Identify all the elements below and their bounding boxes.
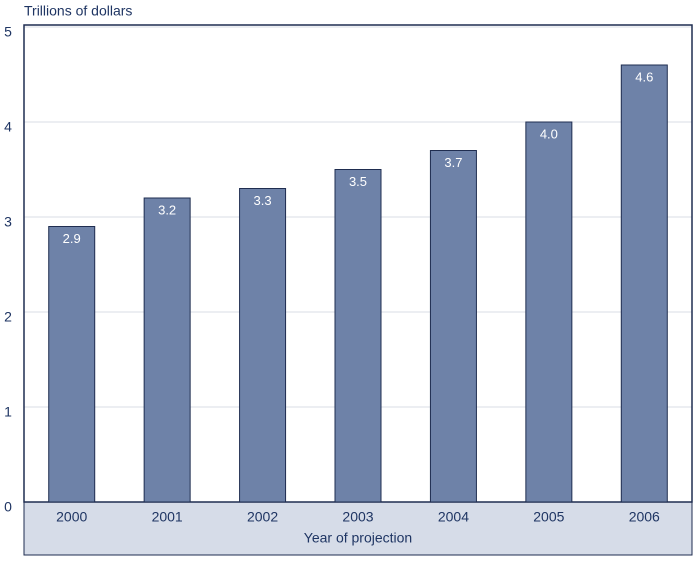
x-axis-label: Year of projection	[304, 530, 412, 546]
value-label: 4.6	[635, 69, 653, 84]
value-label: 4.0	[540, 126, 558, 141]
x-tick-label: 2006	[629, 509, 660, 525]
x-tick-label: 2003	[342, 509, 373, 525]
y-tick-label: 4	[4, 119, 12, 135]
bar	[239, 188, 287, 503]
bar	[525, 121, 573, 503]
bar	[429, 150, 477, 503]
bar	[620, 64, 668, 503]
x-tick-label: 2005	[533, 509, 564, 525]
value-label: 2.9	[63, 231, 81, 246]
x-tick-label: 2002	[247, 509, 278, 525]
value-label: 3.3	[254, 193, 272, 208]
value-label: 3.7	[444, 155, 462, 170]
bar	[143, 197, 191, 503]
x-tick-label: 2001	[152, 509, 183, 525]
y-tick-label: 2	[4, 309, 12, 325]
y-axis-label: Trillions of dollars	[24, 3, 132, 19]
y-tick-label: 1	[4, 404, 12, 420]
y-tick-label: 0	[4, 499, 12, 515]
x-tick-label: 2004	[438, 509, 469, 525]
x-axis-band	[23, 501, 693, 556]
bar	[48, 226, 96, 503]
value-label: 3.2	[158, 202, 176, 217]
bar	[334, 169, 382, 503]
y-tick-label: 3	[4, 214, 12, 230]
y-tick-label: 5	[4, 24, 12, 40]
x-tick-label: 2000	[56, 509, 87, 525]
value-label: 3.5	[349, 174, 367, 189]
